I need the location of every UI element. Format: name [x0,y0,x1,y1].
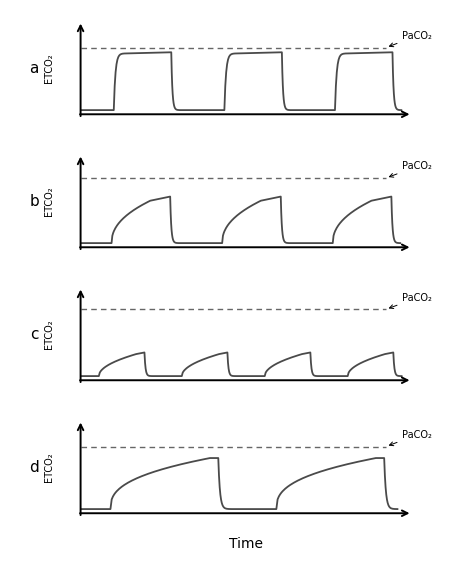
Text: ETCO₂: ETCO₂ [44,187,54,216]
Text: b: b [29,194,39,209]
Text: PaCO₂: PaCO₂ [390,430,432,446]
Text: ETCO₂: ETCO₂ [44,54,54,83]
Text: Time: Time [229,537,264,551]
Text: PaCO₂: PaCO₂ [390,161,432,177]
Text: ETCO₂: ETCO₂ [44,452,54,482]
Text: c: c [30,327,38,342]
Text: d: d [29,460,39,475]
Text: ETCO₂: ETCO₂ [44,320,54,349]
Text: PaCO₂: PaCO₂ [390,293,432,309]
Text: a: a [29,61,39,76]
Text: PaCO₂: PaCO₂ [390,31,432,47]
